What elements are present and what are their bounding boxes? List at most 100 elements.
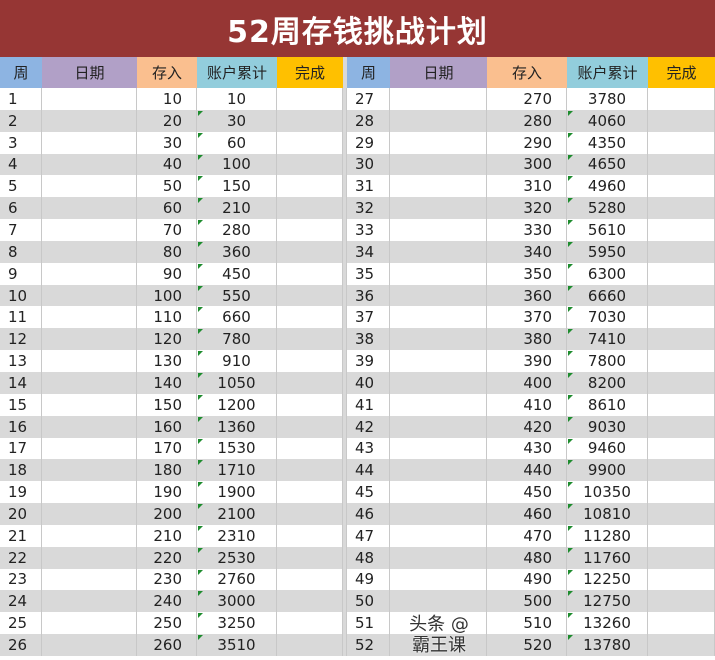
cell-deposit[interactable]: 80 (137, 240, 197, 263)
cell-deposit[interactable]: 470 (487, 524, 567, 547)
cell-deposit[interactable]: 170 (137, 437, 197, 460)
cell-total[interactable]: 550 (197, 284, 277, 307)
cell-date[interactable] (390, 524, 487, 547)
cell-done[interactable] (648, 219, 715, 241)
cell-done[interactable] (648, 88, 715, 110)
cell-date[interactable] (42, 590, 137, 613)
cell-date[interactable] (390, 109, 487, 132)
cell-week[interactable]: 28 (347, 109, 390, 132)
cell-done[interactable] (648, 481, 715, 504)
cell-done[interactable] (648, 524, 715, 547)
cell-date[interactable] (42, 612, 137, 635)
cell-done[interactable] (277, 197, 343, 220)
cell-deposit[interactable]: 350 (487, 262, 567, 285)
cell-total[interactable]: 5280 (567, 197, 648, 220)
cell-total[interactable]: 10 (197, 88, 277, 110)
cell-total[interactable]: 3000 (197, 590, 277, 613)
cell-done[interactable] (277, 306, 343, 329)
cell-done[interactable] (648, 328, 715, 351)
cell-total[interactable]: 3250 (197, 612, 277, 635)
cell-week[interactable]: 9 (0, 262, 42, 285)
cell-total[interactable]: 5610 (567, 219, 648, 241)
cell-total[interactable]: 13780 (567, 634, 648, 656)
cell-done[interactable] (648, 306, 715, 329)
cell-deposit[interactable]: 120 (137, 328, 197, 351)
cell-date[interactable] (42, 568, 137, 591)
cell-total[interactable]: 2310 (197, 524, 277, 547)
cell-total[interactable]: 3510 (197, 634, 277, 656)
cell-date[interactable] (42, 459, 137, 482)
cell-week[interactable]: 17 (0, 437, 42, 460)
cell-week[interactable]: 31 (347, 175, 390, 198)
cell-deposit[interactable]: 500 (487, 590, 567, 613)
cell-deposit[interactable]: 420 (487, 415, 567, 438)
cell-week[interactable]: 2 (0, 109, 42, 132)
cell-done[interactable] (277, 546, 343, 569)
cell-total[interactable]: 5950 (567, 240, 648, 263)
cell-done[interactable] (277, 437, 343, 460)
cell-done[interactable] (648, 437, 715, 460)
cell-done[interactable] (277, 590, 343, 613)
cell-date[interactable] (42, 503, 137, 525)
cell-total[interactable]: 150 (197, 175, 277, 198)
cell-deposit[interactable]: 390 (487, 350, 567, 372)
cell-week[interactable]: 6 (0, 197, 42, 220)
cell-deposit[interactable]: 330 (487, 219, 567, 241)
cell-total[interactable]: 11760 (567, 546, 648, 569)
cell-date[interactable] (42, 634, 137, 656)
cell-total[interactable]: 780 (197, 328, 277, 351)
cell-deposit[interactable]: 340 (487, 240, 567, 263)
cell-week[interactable]: 37 (347, 306, 390, 329)
cell-date[interactable] (390, 437, 487, 460)
cell-total[interactable]: 2530 (197, 546, 277, 569)
cell-deposit[interactable]: 130 (137, 350, 197, 372)
cell-total[interactable]: 7800 (567, 350, 648, 372)
cell-week[interactable]: 38 (347, 328, 390, 351)
cell-total[interactable]: 4960 (567, 175, 648, 198)
cell-date[interactable] (390, 481, 487, 504)
cell-total[interactable]: 1360 (197, 415, 277, 438)
cell-date[interactable] (42, 240, 137, 263)
cell-done[interactable] (648, 393, 715, 416)
cell-deposit[interactable]: 160 (137, 415, 197, 438)
cell-week[interactable]: 8 (0, 240, 42, 263)
cell-week[interactable]: 32 (347, 197, 390, 220)
cell-date[interactable] (390, 219, 487, 241)
cell-deposit[interactable]: 300 (487, 153, 567, 176)
cell-week[interactable]: 52 (347, 634, 390, 656)
cell-deposit[interactable]: 310 (487, 175, 567, 198)
cell-date[interactable] (390, 634, 487, 656)
cell-done[interactable] (277, 524, 343, 547)
cell-date[interactable] (42, 153, 137, 176)
cell-deposit[interactable]: 230 (137, 568, 197, 591)
cell-date[interactable] (42, 481, 137, 504)
cell-total[interactable]: 8610 (567, 393, 648, 416)
cell-done[interactable] (277, 153, 343, 176)
cell-week[interactable]: 43 (347, 437, 390, 460)
cell-done[interactable] (277, 175, 343, 198)
cell-deposit[interactable]: 70 (137, 219, 197, 241)
cell-week[interactable]: 23 (0, 568, 42, 591)
cell-week[interactable]: 34 (347, 240, 390, 263)
cell-deposit[interactable]: 20 (137, 109, 197, 132)
cell-done[interactable] (648, 568, 715, 591)
cell-total[interactable]: 11280 (567, 524, 648, 547)
cell-total[interactable]: 9900 (567, 459, 648, 482)
cell-date[interactable] (390, 240, 487, 263)
cell-total[interactable]: 360 (197, 240, 277, 263)
cell-done[interactable] (277, 284, 343, 307)
cell-week[interactable]: 24 (0, 590, 42, 613)
cell-done[interactable] (277, 88, 343, 110)
cell-week[interactable]: 36 (347, 284, 390, 307)
cell-date[interactable] (390, 568, 487, 591)
cell-deposit[interactable]: 480 (487, 546, 567, 569)
cell-date[interactable] (390, 371, 487, 394)
cell-deposit[interactable]: 490 (487, 568, 567, 591)
cell-week[interactable]: 11 (0, 306, 42, 329)
cell-total[interactable]: 910 (197, 350, 277, 372)
cell-date[interactable] (42, 131, 137, 154)
cell-done[interactable] (277, 262, 343, 285)
cell-date[interactable] (390, 197, 487, 220)
cell-deposit[interactable]: 140 (137, 371, 197, 394)
cell-date[interactable] (42, 109, 137, 132)
